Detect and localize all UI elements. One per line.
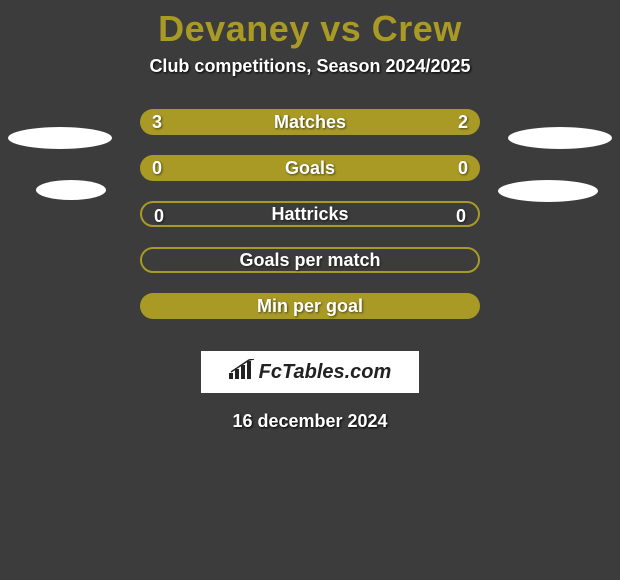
stat-bar: 0 Hattricks 0 [140,201,480,227]
chart-bars-icon [229,359,255,385]
stat-right-value: 0 [456,203,466,229]
site-logo-text: FcTables.com [259,361,392,384]
stat-label: Hattricks [271,204,348,225]
page-title: Devaney vs Crew [0,0,620,56]
stat-left-value: 0 [154,203,164,229]
stat-bar: Goals per match [140,247,480,273]
page-date: 16 december 2024 [0,411,620,432]
stat-left-value: 3 [152,109,162,135]
stat-row: Min per goal [0,293,620,339]
stats-table: 3 Matches 2 0 Goals 0 0 Hattricks 0 Goals per mat… [0,109,620,339]
site-logo: FcTables.com [201,351,419,393]
stat-label: Goals [285,158,335,179]
stat-right-value: 2 [458,109,468,135]
stat-label: Min per goal [257,296,363,317]
stat-right-value: 0 [458,155,468,181]
stat-row: 0 Goals 0 [0,155,620,201]
stat-row: Goals per match [0,247,620,293]
stat-label: Goals per match [239,250,380,271]
stat-bar: 0 Goals 0 [140,155,480,181]
stat-left-value: 0 [152,155,162,181]
stat-label: Matches [274,112,346,133]
stat-row: 3 Matches 2 [0,109,620,155]
stat-row: 0 Hattricks 0 [0,201,620,247]
stat-bar: 3 Matches 2 [140,109,480,135]
page-subtitle: Club competitions, Season 2024/2025 [0,56,620,77]
stat-bar: Min per goal [140,293,480,319]
